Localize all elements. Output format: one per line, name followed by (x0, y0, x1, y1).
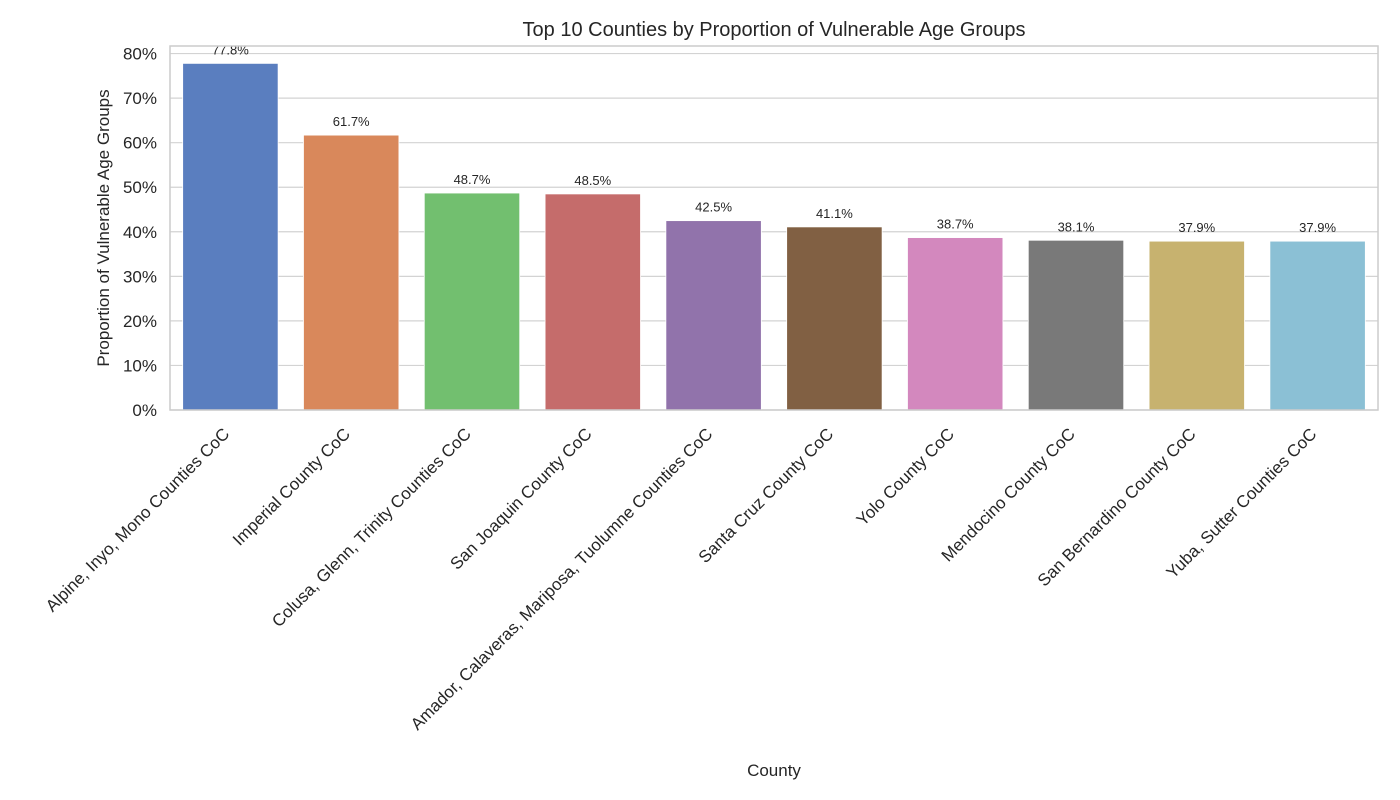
y-tick-label: 80% (123, 45, 157, 64)
bar-value-label: 77.8% (212, 42, 249, 57)
bar-value-label: 37.9% (1299, 220, 1336, 235)
bar-value-label: 42.5% (695, 200, 732, 215)
y-tick-label: 40% (123, 223, 157, 242)
bar (1148, 240, 1245, 411)
bar-value-label: 38.7% (937, 217, 974, 232)
y-tick-label: 10% (123, 356, 157, 375)
bar (665, 220, 762, 411)
bars (182, 62, 1366, 411)
bar (1269, 240, 1366, 411)
x-axis-label: County (747, 761, 801, 780)
chart-title: Top 10 Counties by Proportion of Vulnera… (523, 19, 1026, 41)
bar-value-label: 38.1% (1058, 219, 1095, 234)
y-tick-label: 30% (123, 267, 157, 286)
bar (423, 192, 521, 411)
bar (786, 226, 883, 411)
bar (303, 134, 400, 411)
bar-value-label: 48.7% (454, 172, 491, 187)
bar-value-label: 37.9% (1178, 220, 1215, 235)
plot-frame (169, 45, 1379, 411)
bar-value-label: 41.1% (816, 206, 853, 221)
bar-value-label: 48.5% (574, 173, 611, 188)
bar (544, 193, 641, 411)
bar-value-label: 61.7% (333, 114, 370, 129)
y-tick-label: 70% (123, 89, 157, 108)
y-tick-label: 50% (123, 178, 157, 197)
y-axis-label: Proportion of Vulnerable Age Groups (94, 89, 113, 366)
bar (1027, 239, 1125, 411)
bar (907, 237, 1004, 411)
y-tick-label: 0% (132, 401, 157, 420)
y-tick-label: 60% (123, 134, 157, 153)
bar (182, 62, 279, 411)
y-tick-label: 20% (123, 312, 157, 331)
y-axis-ticks: 0% 10% 20% 30% 40% 50% 60% 70% 80% (123, 45, 157, 420)
